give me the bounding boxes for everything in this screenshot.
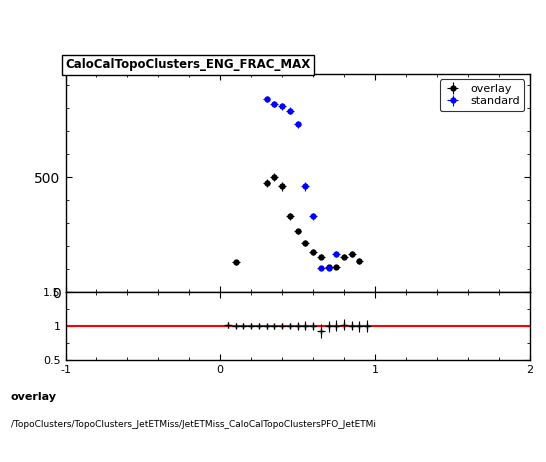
Text: overlay: overlay: [11, 392, 57, 401]
Legend: overlay, standard: overlay, standard: [440, 79, 524, 111]
Text: /TopoClusters/TopoClusters_JetETMiss/JetETMiss_CaloCalTopoClustersPFO_JetETMi: /TopoClusters/TopoClusters_JetETMiss/Jet…: [11, 420, 376, 429]
Text: CaloCalTopoClusters_ENG_FRAC_MAX: CaloCalTopoClusters_ENG_FRAC_MAX: [66, 58, 311, 71]
